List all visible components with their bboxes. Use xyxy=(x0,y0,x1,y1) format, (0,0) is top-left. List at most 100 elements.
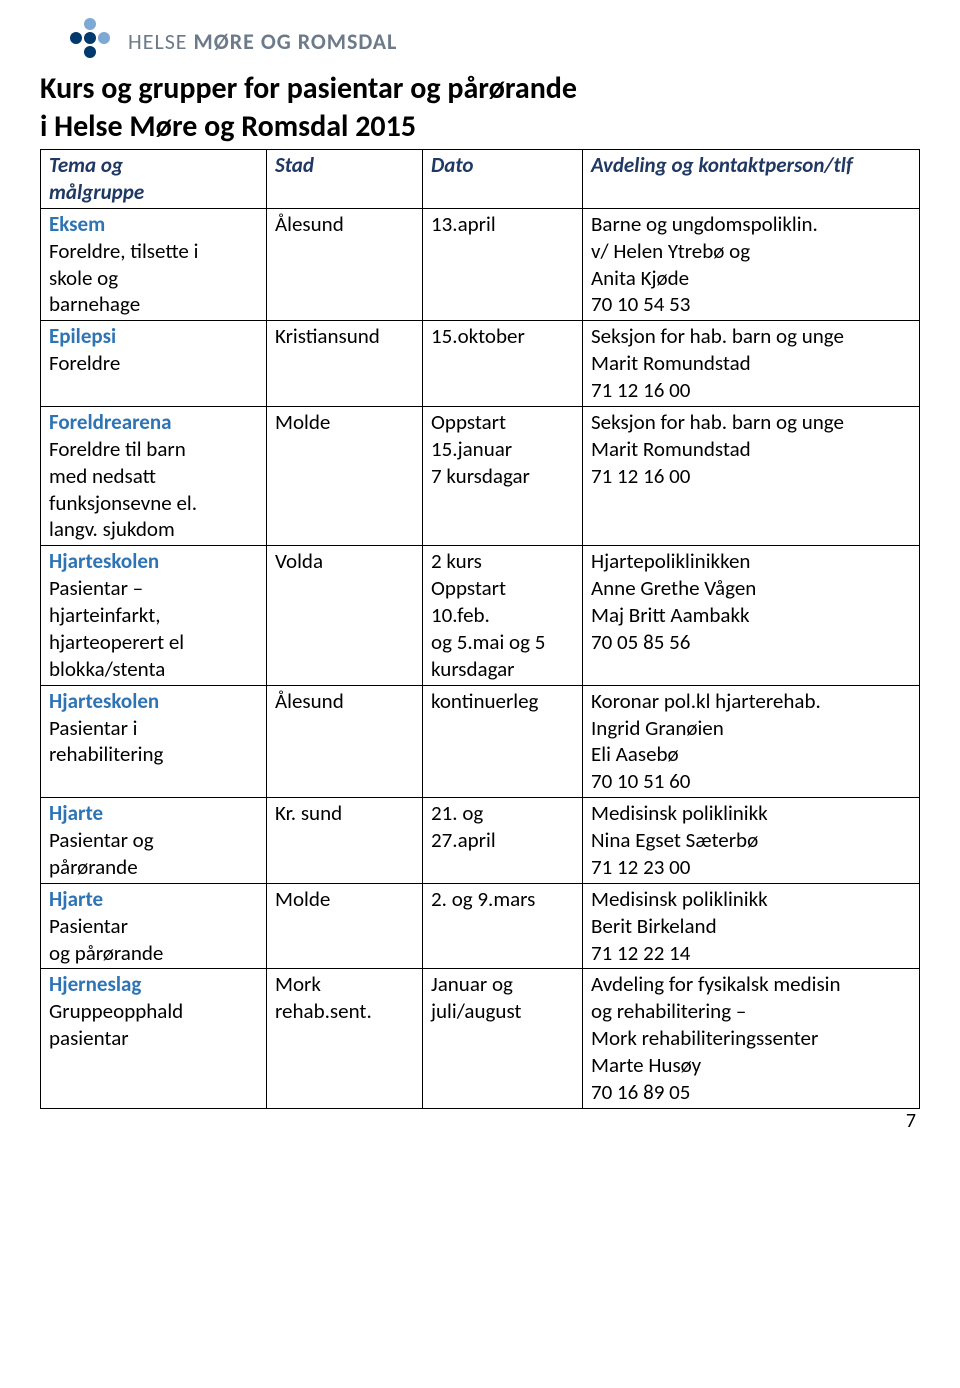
contact-line: Koronar pol.kl hjarterehab. xyxy=(591,688,821,714)
subtext: Pasientar – xyxy=(49,575,143,601)
cell-contact: Medisinsk poliklinikk Nina Egset Sæterbø… xyxy=(583,798,920,884)
header-tema: Tema og målgruppe xyxy=(41,150,267,209)
contact-line: og rehabilitering – xyxy=(591,998,746,1024)
cell-tema: Foreldrearena Foreldre til barn med neds… xyxy=(41,406,267,545)
topic: Hjarte xyxy=(49,800,103,826)
table-row: Hjarteskolen Pasientar – hjarteinfarkt, … xyxy=(41,546,920,685)
logo-dot xyxy=(84,18,96,30)
subtext: og pårørande xyxy=(49,940,163,966)
logo-row: HELSE MØRE OG ROMSDAL xyxy=(70,18,920,64)
cell-stad: Mork rehab.sent. xyxy=(267,969,423,1108)
logo-dot xyxy=(84,32,96,44)
cell-dato: 15.oktober xyxy=(423,321,583,407)
subtext: Gruppeopphald xyxy=(49,998,183,1024)
contact-line: Ingrid Granøien xyxy=(591,715,724,741)
logo-text-bold: MØRE OG ROMSDAL xyxy=(194,28,398,55)
stad-line: rehab.sent. xyxy=(275,998,372,1024)
contact-line: 71 12 16 00 xyxy=(591,377,690,403)
subtext: Foreldre til barn xyxy=(49,436,186,462)
cell-tema: Eksem Foreldre, tilsette i skole og barn… xyxy=(41,208,267,321)
dato-line: Oppstart xyxy=(431,575,506,601)
subtext: hjarteoperert el xyxy=(49,629,184,655)
topic: Hjarteskolen xyxy=(49,688,159,714)
logo-dot xyxy=(98,32,110,44)
dato-line: 7 kursdagar xyxy=(431,463,530,489)
contact-line: Maj Britt Aambakk xyxy=(591,602,750,628)
header-avdeling: Avdeling og kontaktperson/tlf xyxy=(583,150,920,209)
cell-tema: Hjarte Pasientar og pårørande xyxy=(41,883,267,969)
contact-line: Seksjon for hab. barn og unge xyxy=(591,323,844,349)
topic: Hjerneslag xyxy=(49,971,141,997)
title-line-2: i Helse Møre og Romsdal 2015 xyxy=(40,108,416,145)
topic: Hjarteskolen xyxy=(49,548,159,574)
contact-line: 70 10 54 53 xyxy=(591,291,690,317)
dato-line: 27.april xyxy=(431,827,496,853)
cell-contact: Barne og ungdomspoliklin. v/ Helen Ytreb… xyxy=(583,208,920,321)
cell-tema: Hjarteskolen Pasientar – hjarteinfarkt, … xyxy=(41,546,267,685)
contact-line: Avdeling for fysikalsk medisin xyxy=(591,971,841,997)
table-header-row: Tema og målgruppe Stad Dato Avdeling og … xyxy=(41,150,920,209)
document-title: Kurs og grupper for pasientar og pårøran… xyxy=(40,70,920,145)
subtext: med nedsatt xyxy=(49,463,156,489)
cell-dato: 13.april xyxy=(423,208,583,321)
subtext: langv. sjukdom xyxy=(49,516,175,542)
contact-line: Nina Egset Sæterbø xyxy=(591,827,758,853)
contact-line: 70 05 85 56 xyxy=(591,629,690,655)
dato-line: Januar og xyxy=(431,971,513,997)
subtext: pasientar xyxy=(49,1025,129,1051)
subtext: Pasientar i xyxy=(49,715,138,741)
header-text: målgruppe xyxy=(49,179,144,205)
page: HELSE MØRE OG ROMSDAL Kurs og grupper fo… xyxy=(0,0,960,1149)
dato-line: Oppstart xyxy=(431,409,506,435)
contact-line: Eli Aasebø xyxy=(591,741,679,767)
contact-line: Marit Romundstad xyxy=(591,436,751,462)
logo-text-prefix: HELSE xyxy=(128,28,194,55)
cell-dato: Januar og juli/august xyxy=(423,969,583,1108)
topic: Eksem xyxy=(49,211,105,237)
dato-line: kursdagar xyxy=(431,656,514,682)
dato-line: og 5.mai og 5 xyxy=(431,629,545,655)
subtext: skole og xyxy=(49,265,118,291)
topic: Epilepsi xyxy=(49,323,116,349)
contact-line: Medisinsk poliklinikk xyxy=(591,886,768,912)
contact-line: Anne Grethe Vågen xyxy=(591,575,756,601)
cell-stad: Ålesund xyxy=(267,685,423,798)
subtext: rehabilitering xyxy=(49,741,163,767)
subtext: Foreldre, tilsette i xyxy=(49,238,198,264)
contact-line: 70 16 89 05 xyxy=(591,1079,690,1105)
contact-line: 71 12 23 00 xyxy=(591,854,690,880)
subtext: Foreldre xyxy=(49,350,120,376)
cell-contact: Seksjon for hab. barn og unge Marit Romu… xyxy=(583,321,920,407)
cell-dato: 21. og 27.april xyxy=(423,798,583,884)
header-text: Tema og xyxy=(49,152,123,178)
cell-tema: Epilepsi Foreldre xyxy=(41,321,267,407)
cell-dato: Oppstart 15.januar 7 kursdagar xyxy=(423,406,583,545)
table-row: Foreldrearena Foreldre til barn med neds… xyxy=(41,406,920,545)
cell-stad: Volda xyxy=(267,546,423,685)
contact-line: 70 10 51 60 xyxy=(591,768,690,794)
contact-line: Hjartepoliklinikken xyxy=(591,548,750,574)
contact-line: 71 12 16 00 xyxy=(591,463,690,489)
contact-line: Marte Husøy xyxy=(591,1052,701,1078)
logo-text: HELSE MØRE OG ROMSDAL xyxy=(128,28,397,55)
subtext: funksjonsevne el. xyxy=(49,490,197,516)
dato-line: 2 kurs xyxy=(431,548,482,574)
subtext: Pasientar xyxy=(49,913,128,939)
logo-dot xyxy=(84,46,96,58)
subtext: Pasientar og xyxy=(49,827,154,853)
cell-stad: Ålesund xyxy=(267,208,423,321)
dato-line: 10.feb. xyxy=(431,602,490,628)
cell-contact: Hjartepoliklinikken Anne Grethe Vågen Ma… xyxy=(583,546,920,685)
header-stad: Stad xyxy=(267,150,423,209)
subtext: barnehage xyxy=(49,291,140,317)
logo-dot xyxy=(70,32,82,44)
course-table: Tema og målgruppe Stad Dato Avdeling og … xyxy=(40,149,920,1109)
stad-line: Mork xyxy=(275,971,321,997)
cell-stad: Molde xyxy=(267,406,423,545)
logo-icon xyxy=(70,18,116,64)
contact-line: Anita Kjøde xyxy=(591,265,689,291)
page-number: 7 xyxy=(906,1109,916,1133)
contact-line: Marit Romundstad xyxy=(591,350,751,376)
table-row: Hjarte Pasientar og pårørande Kr. sund 2… xyxy=(41,798,920,884)
contact-line: Medisinsk poliklinikk xyxy=(591,800,768,826)
